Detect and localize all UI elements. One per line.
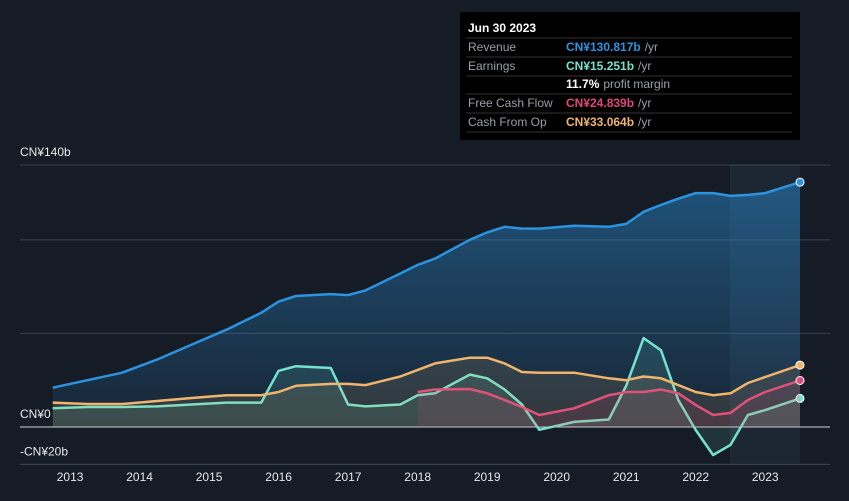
area [52, 182, 800, 427]
x-tick-label: 2014 [126, 470, 153, 484]
tooltip-title: Jun 30 2023 [468, 21, 536, 35]
series-line [417, 379, 801, 417]
series-line [52, 336, 801, 457]
end-dot [795, 375, 805, 385]
area [52, 357, 800, 427]
end-dot [795, 177, 805, 187]
tooltip-value: CN¥24.839b/yr [566, 96, 651, 110]
margin-value: 11.7% [566, 77, 600, 91]
tooltip-value: CN¥130.817b/yr [566, 40, 658, 54]
x-tick-label: 2019 [474, 470, 501, 484]
x-tick-label: 2015 [196, 470, 223, 484]
tooltip-value: CN¥15.251b/yr [566, 59, 651, 73]
x-tick-label: 2017 [335, 470, 362, 484]
tooltip-amount: CN¥130.817b [566, 40, 641, 54]
tooltip-label: Cash From Op [468, 115, 547, 129]
y-tick-label: CN¥140b [20, 145, 71, 159]
x-tick-label: 2023 [752, 470, 779, 484]
margin-label: profit margin [603, 77, 670, 91]
tooltip-amount: CN¥24.839b [566, 96, 634, 110]
tooltip-unit: /yr [638, 96, 651, 110]
x-tick-label: 2016 [265, 470, 292, 484]
tooltip-amount: CN¥33.064b [566, 115, 634, 129]
tooltip-label: Earnings [468, 59, 515, 73]
area [417, 380, 800, 427]
tooltip-unit: /yr [645, 40, 658, 54]
tooltip: Jun 30 2023 Revenue CN¥130.817b/yr Earning… [460, 12, 800, 140]
y-tick-label: -CN¥20b [20, 445, 68, 459]
x-tick-label: 2021 [613, 470, 640, 484]
tooltip-unit: /yr [638, 115, 651, 129]
tooltip-label: Revenue [468, 40, 516, 54]
x-tick-label: 2018 [404, 470, 431, 484]
x-tick-label: 2013 [57, 470, 84, 484]
area [52, 338, 800, 455]
x-tick-label: 2022 [682, 470, 709, 484]
end-dot [795, 360, 805, 370]
tooltip-value: CN¥33.064b/yr [566, 115, 651, 129]
tooltip-label: Free Cash Flow [468, 96, 553, 110]
end-dot [795, 393, 805, 403]
series-line [52, 356, 801, 406]
series-line [52, 181, 801, 389]
tooltip-unit: /yr [638, 59, 651, 73]
profit-margin: 11.7% profit margin [566, 77, 670, 91]
tooltip-amount: CN¥15.251b [566, 59, 634, 73]
y-tick-label: CN¥0 [20, 407, 51, 421]
x-tick-label: 2020 [543, 470, 570, 484]
